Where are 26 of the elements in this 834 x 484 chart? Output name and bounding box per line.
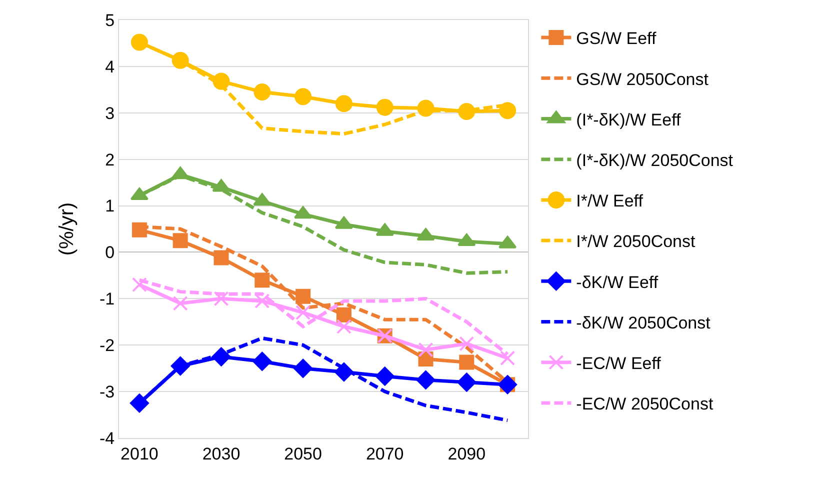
- x-tick-label: 2050: [284, 444, 322, 464]
- x-tick-label: 2070: [366, 444, 404, 464]
- y-tick-label: 3: [105, 104, 115, 123]
- legend-label: (I*-δK)/W Eeff: [576, 110, 682, 130]
- y-tick-label: 2: [105, 150, 115, 170]
- y-tick-label: -2: [99, 336, 115, 356]
- legend-label: GS/W Eeff: [576, 29, 656, 48]
- y-axis-title: (%/yr): [56, 202, 78, 256]
- y-tick-label: -3: [99, 382, 115, 402]
- legend-label: -δK/W Eeff: [576, 272, 658, 292]
- legend-label: -EC/W Eeff: [576, 354, 662, 373]
- y-tick-label: 1: [105, 196, 115, 216]
- y-tick-label: 0: [105, 243, 115, 262]
- y-tick-label: -1: [99, 290, 115, 309]
- x-tick-label: 2090: [448, 444, 486, 464]
- legend-label: -EC/W 2050Const: [576, 394, 714, 414]
- y-tick-label: -4: [99, 428, 115, 448]
- legend-label: GS/W 2050Const: [576, 70, 709, 89]
- x-tick-label: 2030: [202, 444, 240, 464]
- legend-label: I*/W Eeff: [576, 192, 644, 211]
- legend-label: (I*-δK)/W 2050Const: [576, 150, 734, 170]
- x-tick-label: 2010: [120, 444, 158, 464]
- y-tick-label: 5: [105, 10, 115, 30]
- y-tick-label: 4: [105, 57, 115, 76]
- legend-label: I*/W 2050Const: [576, 232, 696, 252]
- legend-label: -δK/W 2050Const: [576, 313, 711, 332]
